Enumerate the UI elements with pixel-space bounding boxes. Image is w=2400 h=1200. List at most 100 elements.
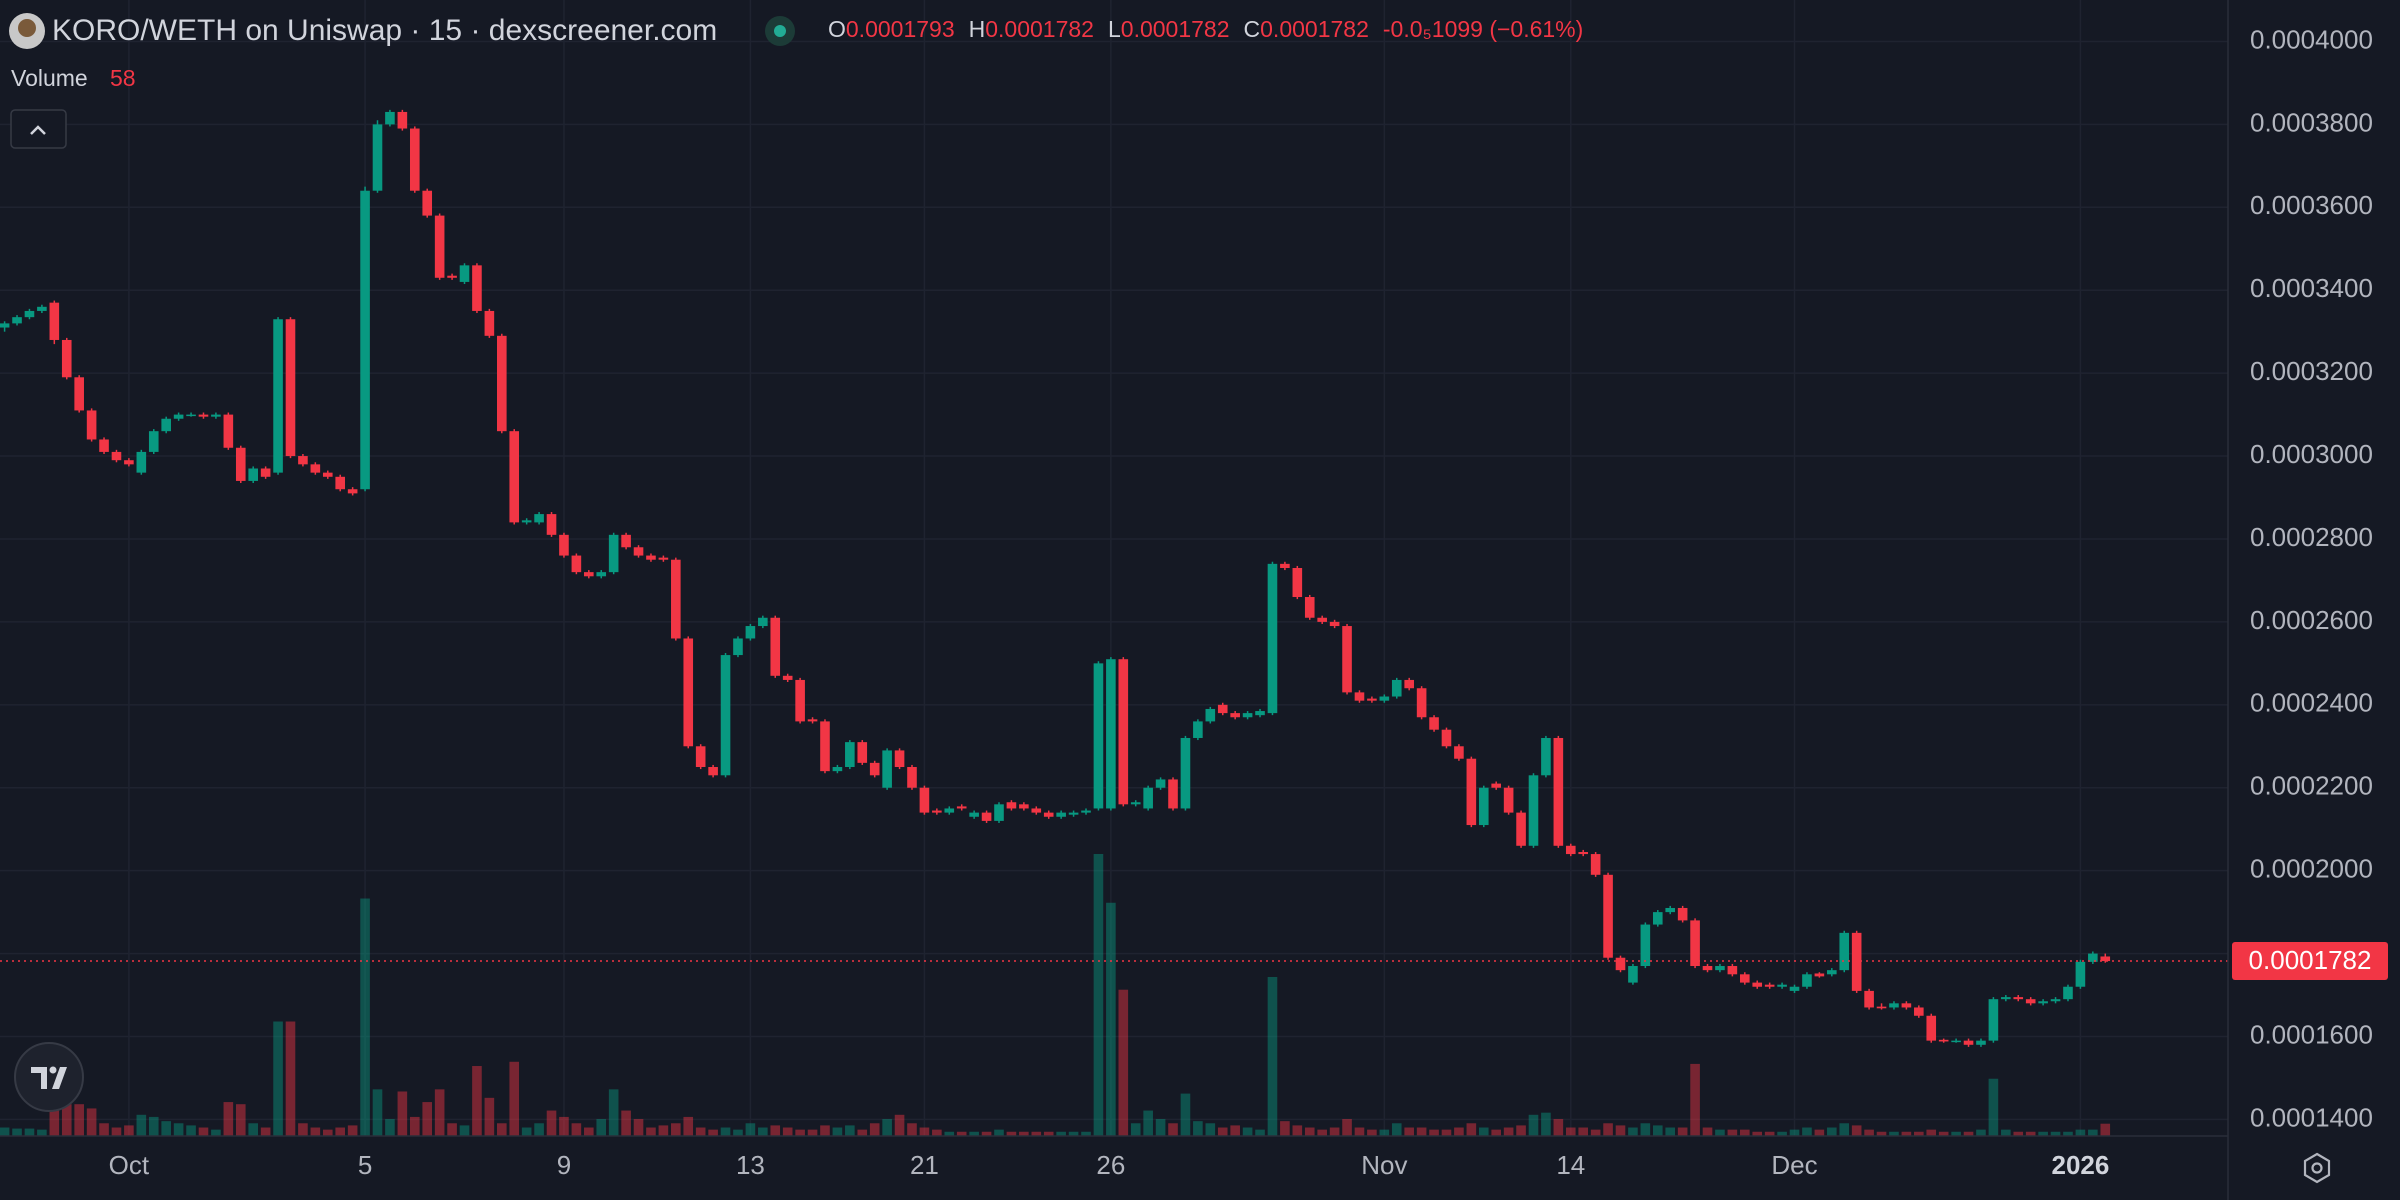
volume-bar <box>2001 1129 2011 1136</box>
candle-body <box>484 310 495 336</box>
volume-bar <box>1317 1129 1327 1136</box>
volume-bar <box>782 1127 793 1136</box>
candle-body <box>894 750 905 768</box>
volume-bar <box>459 1125 470 1136</box>
candle-body <box>1317 617 1327 622</box>
candle-body <box>124 460 134 465</box>
candle-body <box>1329 621 1340 627</box>
candle-body <box>1914 1007 1924 1016</box>
candle-body <box>12 317 22 324</box>
volume-bar <box>571 1123 582 1136</box>
volume-bar <box>1379 1129 1390 1136</box>
volume-bar <box>1914 1131 1924 1136</box>
candle-body <box>1876 1006 1887 1009</box>
volume-bar <box>12 1128 22 1136</box>
legend-key: O <box>828 16 846 42</box>
settings-button[interactable] <box>2303 1152 2331 1184</box>
y-tick-label: 0.0003800 <box>2250 107 2373 137</box>
candle-body <box>1354 692 1365 701</box>
candle-body <box>1491 783 1501 788</box>
volume-bar <box>894 1114 905 1136</box>
y-tick-label: 0.0002600 <box>2250 605 2373 635</box>
x-tick-label: 26 <box>1096 1150 1125 1180</box>
candle-body <box>161 418 171 432</box>
candle-body <box>981 812 992 821</box>
volume-bar <box>1019 1131 1029 1136</box>
volume-bar <box>2075 1129 2086 1136</box>
candle-body <box>0 323 10 328</box>
volume-bar <box>49 1110 60 1136</box>
candle-body <box>2001 997 2011 1000</box>
candle-body <box>1553 737 1564 846</box>
candle-body <box>944 808 955 813</box>
volume-bar <box>633 1119 644 1136</box>
candle-body <box>273 319 283 473</box>
volume-bar <box>447 1123 457 1136</box>
candle-body <box>223 414 234 448</box>
volume-bar <box>745 1123 756 1136</box>
candle-body <box>770 617 781 676</box>
candle-body <box>584 572 594 577</box>
candle-body <box>360 190 370 490</box>
candle-body <box>1901 1003 1912 1008</box>
volume-bar <box>596 1119 607 1136</box>
candle-body <box>1827 970 1837 975</box>
volume-bar <box>211 1129 221 1136</box>
volume-bar <box>124 1125 134 1136</box>
candle-body <box>1031 808 1042 813</box>
volume-bar <box>832 1127 843 1136</box>
candle-body <box>807 719 818 722</box>
candle-body <box>845 742 855 768</box>
volume-bar <box>1628 1127 1638 1136</box>
volume-legend-label: Volume <box>11 65 88 91</box>
volume-bar <box>86 1108 97 1136</box>
x-tick-label: 14 <box>1556 1150 1585 1180</box>
volume-bar <box>1814 1129 1825 1136</box>
volume-bar <box>198 1127 209 1136</box>
volume-bar <box>1454 1127 1464 1136</box>
volume-bar <box>559 1116 569 1136</box>
volume-bar <box>671 1123 681 1136</box>
candle-body <box>1565 845 1576 855</box>
candle-body <box>1640 924 1651 967</box>
candle-body <box>347 489 358 494</box>
volume-bar <box>484 1097 495 1136</box>
last-price-label: 0.0001782 <box>2249 945 2372 975</box>
volume-bar <box>285 1021 296 1136</box>
volume-bar <box>186 1125 196 1136</box>
candle-body <box>37 306 47 311</box>
tradingview-logo[interactable] <box>14 1042 84 1112</box>
x-tick-label: Nov <box>1361 1150 1407 1180</box>
volume-bar <box>1889 1131 1899 1136</box>
volume-bar <box>347 1125 358 1136</box>
candle-body <box>1963 1040 1974 1045</box>
candle-body <box>1851 932 1862 991</box>
x-tick-label: 13 <box>736 1150 765 1180</box>
volume-bar <box>994 1129 1004 1136</box>
candle-body <box>1938 1039 1949 1042</box>
candle-body <box>459 265 470 282</box>
volume-bar <box>944 1131 955 1136</box>
volume-bar <box>372 1089 383 1136</box>
volume-bar <box>1130 1123 1141 1136</box>
tradingview-mark <box>31 1067 67 1089</box>
y-tick-label: 0.0003400 <box>2250 273 2373 303</box>
volume-bar <box>1951 1131 1961 1136</box>
volume-bar <box>173 1123 184 1136</box>
candle-body <box>2088 953 2098 962</box>
volume-bar <box>1329 1127 1340 1136</box>
candle-body <box>1988 999 1999 1041</box>
volume-bar <box>795 1129 805 1136</box>
volume-bar <box>223 1102 234 1136</box>
volume-bar <box>1516 1125 1526 1136</box>
volume-bar <box>298 1123 308 1136</box>
volume-bar <box>161 1121 171 1136</box>
legend-value: 0.0001782 <box>985 16 1094 42</box>
candle-body <box>1752 982 1763 987</box>
volume-bar <box>1727 1129 1738 1136</box>
candle-body <box>1342 626 1352 693</box>
volume-bar <box>1640 1123 1651 1136</box>
candle-body <box>310 464 321 473</box>
token-logo-face <box>18 19 36 37</box>
candle-body <box>1615 957 1626 971</box>
